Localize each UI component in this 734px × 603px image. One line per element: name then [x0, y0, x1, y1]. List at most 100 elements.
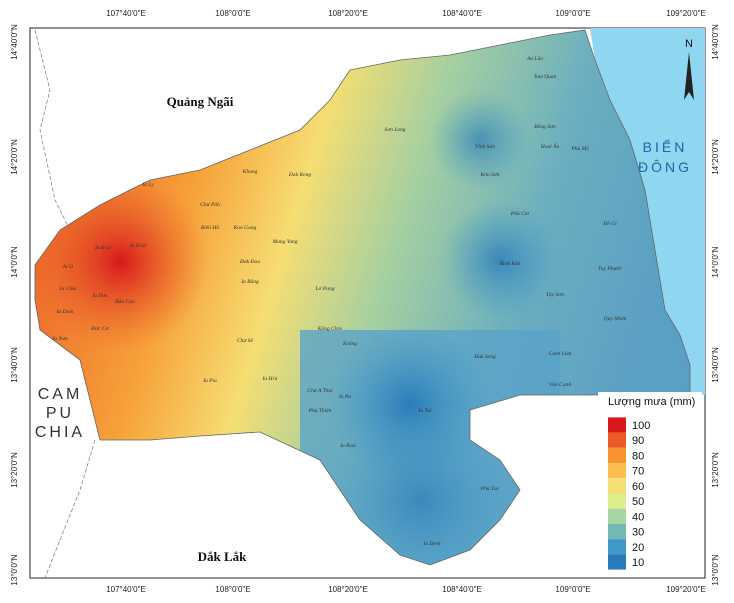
commune-label: Ia Hrú [262, 376, 278, 382]
commune-label: Biển Hồ [201, 224, 219, 231]
commune-label: Lơ Pang [315, 286, 335, 292]
lat-label: 14°20'0"N [10, 139, 19, 175]
commune-label: Phù Mỹ [570, 145, 589, 152]
region-label: Dắk Lắk [198, 549, 248, 564]
commune-label: Mang Yang [271, 239, 297, 245]
lon-label: 109°20'0"E [666, 585, 706, 594]
legend-swatch [608, 447, 626, 464]
commune-label: Đak Rong [288, 172, 311, 178]
lat-label: 13°20'0"N [10, 452, 19, 488]
commune-label: Kim Sơn [480, 172, 500, 178]
legend-tick-label: 30 [632, 527, 644, 539]
legend-swatch [608, 417, 626, 433]
legend-tick-label: 50 [632, 496, 644, 508]
commune-label: Kon Gang [233, 225, 257, 231]
legend-tick-label: 60 [632, 481, 644, 493]
legend-tick-label: 90 [632, 435, 644, 447]
border-line [34, 29, 96, 579]
commune-label: Canh Liên [548, 351, 571, 357]
commune-label: Ia Dok [91, 293, 108, 299]
lon-label: 108°0'0"E [215, 9, 250, 18]
lat-label: 13°0'0"N [10, 554, 19, 585]
commune-label: Phù Cát [510, 211, 530, 217]
legend-swatch [608, 432, 626, 448]
legend-swatch [608, 523, 626, 540]
legend-swatch [608, 493, 626, 509]
commune-label: Krông [342, 341, 357, 347]
commune-label: Ia Pia [202, 378, 217, 384]
lat-label: 14°20'0"N [711, 139, 720, 175]
lat-label: 13°40'0"N [10, 347, 19, 383]
commune-label: Hoài Ân [540, 142, 560, 150]
legend-swatch [608, 539, 626, 555]
commune-label: Kbang [242, 169, 258, 175]
lon-label: 108°40'0"E [442, 585, 482, 594]
commune-label: Chư A Thai [307, 388, 333, 394]
commune-label: Ia Chia [59, 286, 77, 292]
commune-label: Tuy Phước [598, 266, 622, 272]
commune-label: Bàu Cạn [115, 299, 135, 305]
legend-tick-label: 20 [632, 542, 644, 554]
lon-label: 109°20'0"E [666, 9, 706, 18]
lon-label: 107°40'0"E [106, 585, 146, 594]
north-arrow: N [685, 38, 693, 50]
legend-tick-label: 80 [632, 450, 644, 462]
lat-label: 14°40'0"N [711, 24, 720, 60]
commune-label: Bình Khê [500, 261, 521, 267]
commune-label: Đak Song [473, 354, 496, 360]
legend-swatch [608, 478, 626, 494]
commune-label: Ia Ly [141, 182, 154, 188]
commune-label: Ia Dom [56, 309, 74, 315]
sea [590, 28, 705, 395]
commune-label: Chư Sê [237, 338, 254, 344]
commune-label: An Lão [526, 56, 543, 62]
lat-label: 13°20'0"N [711, 452, 720, 488]
commune-label: Ia Grai [129, 243, 147, 249]
legend-tick-label: 10 [632, 557, 644, 569]
legend-tick-label: 100 [632, 420, 650, 432]
commune-label: Đak Đoa [239, 259, 260, 265]
commune-label: Ia Pa [338, 394, 351, 400]
legend-swatch [608, 463, 626, 479]
commune-label: Sơn Lang [384, 127, 405, 133]
lon-label: 108°20'0"E [328, 9, 368, 18]
commune-label: Phú Túc [480, 486, 500, 492]
region-label: CHIA [35, 424, 85, 441]
north-arrow-icon [684, 52, 694, 100]
region-label: CAM [38, 386, 83, 403]
lon-label: 108°40'0"E [442, 9, 482, 18]
lat-label: 13°0'0"N [711, 554, 720, 585]
commune-label: Ia Rsai [339, 443, 356, 449]
commune-label: Đề Gi [602, 220, 617, 227]
lon-label: 107°40'0"E [106, 9, 146, 18]
lat-label: 14°40'0"N [10, 24, 19, 60]
commune-label: Đức Cơ [90, 326, 109, 332]
commune-label: Tam Quan [534, 74, 557, 80]
commune-label: Vân Canh [549, 382, 571, 388]
commune-label: Ia Tul [418, 408, 432, 414]
region-label: ĐÔNG [638, 159, 692, 175]
region-label: PU [46, 405, 74, 422]
legend-swatch [608, 508, 626, 524]
commune-label: Vĩnh Sơn [475, 144, 495, 150]
commune-label: Phú Thiện [308, 408, 332, 414]
commune-label: Chư Păh [200, 202, 220, 208]
legend-tick-label: 40 [632, 511, 644, 523]
region-label: BIỂN [643, 138, 688, 155]
lat-label: 14°0'0"N [711, 246, 720, 277]
legend-swatch [608, 554, 626, 570]
lat-label: 14°0'0"N [10, 246, 19, 277]
commune-label: Ia Dreh [422, 541, 440, 547]
legend-tick-label: 70 [632, 466, 644, 478]
commune-label: Ia Nan [51, 336, 67, 342]
lon-label: 109°0'0"E [555, 585, 590, 594]
commune-label: Ia O [62, 264, 73, 270]
legend-title: Lượng mưa (mm) [608, 396, 695, 408]
commune-label: Bồng Sơn [534, 123, 556, 130]
lat-label: 13°40'0"N [711, 347, 720, 383]
commune-label: Quy Nhơn [604, 316, 627, 322]
lon-label: 108°20'0"E [328, 585, 368, 594]
commune-label: Ia Băng [240, 279, 259, 285]
commune-label: Tây Sơn [546, 292, 564, 298]
